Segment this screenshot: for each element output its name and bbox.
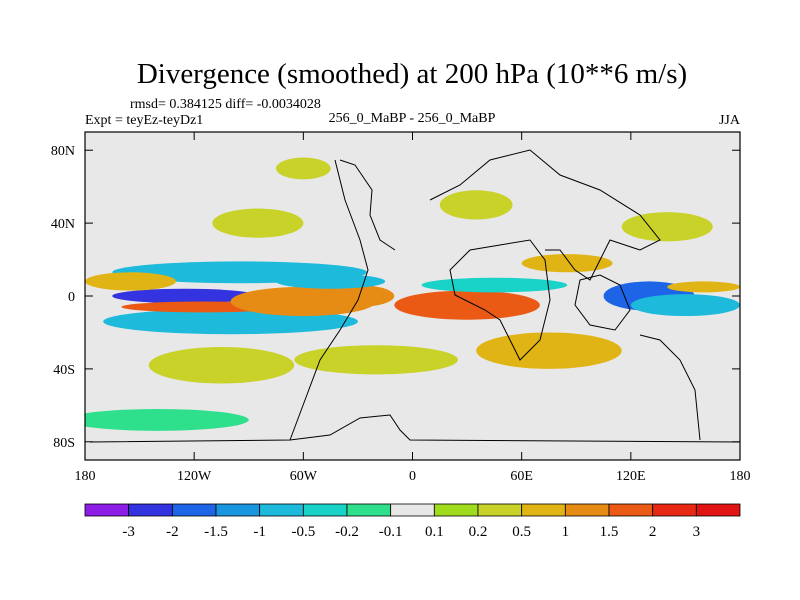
y-tick-label: 40N <box>51 217 75 232</box>
y-tick-label: 40S <box>53 363 75 378</box>
contour-region <box>148 347 295 384</box>
x-tick-label: 0 <box>409 469 416 484</box>
colorbar-swatch <box>84 503 130 517</box>
colorbar-label: 0.5 <box>512 524 531 540</box>
x-axis: 180 120W 60W 0 60E 120E 180 <box>75 132 751 484</box>
colorbar-swatch <box>259 503 304 517</box>
colorbar-label: 1 <box>562 524 570 540</box>
y-tick-label: 80N <box>51 144 75 159</box>
x-tick-label: 60E <box>510 469 533 484</box>
contour-region <box>85 272 176 291</box>
x-tick-label: 120E <box>616 469 646 484</box>
x-tick-label: 180 <box>75 469 96 484</box>
contour-region <box>421 277 568 293</box>
colorbar-label: 0.1 <box>425 524 444 540</box>
colorbar-label: -0.2 <box>335 524 359 540</box>
colorbar-swatch <box>171 503 217 517</box>
map-plot-area: 180 120W 60W 0 60E 120E 180 80N 40N 0 40S 80S <box>51 131 751 484</box>
colorbar-swatch <box>608 503 654 517</box>
experiment-label: Expt = teyEz-teyDz1 <box>85 113 203 128</box>
contour-region <box>630 294 740 317</box>
colorbar-label: -1.5 <box>204 524 228 540</box>
colorbar-swatch <box>346 503 392 517</box>
x-tick-label: 180 <box>730 469 751 484</box>
x-tick-label: 120W <box>177 469 212 484</box>
colorbar-swatch <box>433 503 479 517</box>
colorbar-swatch <box>390 503 435 517</box>
contour-region <box>276 157 331 180</box>
colorbar-label: 3 <box>693 524 701 540</box>
colorbar-swatch <box>652 503 697 517</box>
colorbar-swatch <box>128 503 173 517</box>
divergence-contours <box>85 157 740 431</box>
contour-region <box>294 345 458 375</box>
colorbar-swatch <box>564 503 610 517</box>
contour-region <box>394 290 540 320</box>
y-tick-label: 80S <box>53 436 75 451</box>
colorbar-label: -0.1 <box>379 524 403 540</box>
colorbar-swatch <box>695 503 741 517</box>
contour-region <box>667 281 740 293</box>
contour-region <box>276 274 386 289</box>
coastline <box>89 149 740 443</box>
x-tick-label: 60W <box>290 469 318 484</box>
colorbar-swatch <box>302 503 348 517</box>
center-label: 256_0_MaBP - 256_0_MaBP <box>329 111 496 126</box>
colorbar-swatch <box>521 503 566 517</box>
colorbar-label: 1.5 <box>600 524 619 540</box>
colorbar-label: -3 <box>122 524 135 540</box>
stats-line: rmsd= 0.384125 diff= -0.0034028 <box>130 97 321 112</box>
contour-region <box>85 408 249 431</box>
contour-region <box>476 332 622 369</box>
y-tick-label: 0 <box>68 290 75 305</box>
chart-title: Divergence (smoothed) at 200 hPa (10**6 … <box>137 58 687 90</box>
contour-region <box>521 254 613 273</box>
contour-region <box>212 208 304 238</box>
contour-region <box>621 212 713 242</box>
colorbar: -3 -2 -1.5 -1 -0.5 -0.2 -0.1 0.1 0.2 0.5 1 1.5 2 3 <box>84 503 741 540</box>
colorbar-swatch <box>477 503 523 517</box>
colorbar-label: 0.2 <box>469 524 488 540</box>
season-label: JJA <box>719 113 741 128</box>
contour-region <box>321 285 395 307</box>
contour-region <box>439 190 513 220</box>
colorbar-label: -0.5 <box>291 524 315 540</box>
colorbar-label: -1 <box>253 524 266 540</box>
colorbar-label: 2 <box>649 524 657 540</box>
colorbar-swatch <box>215 503 261 517</box>
contour-region <box>112 290 204 302</box>
colorbar-label: -2 <box>166 524 179 540</box>
y-axis: 80N 40N 0 40S 80S <box>51 144 740 451</box>
